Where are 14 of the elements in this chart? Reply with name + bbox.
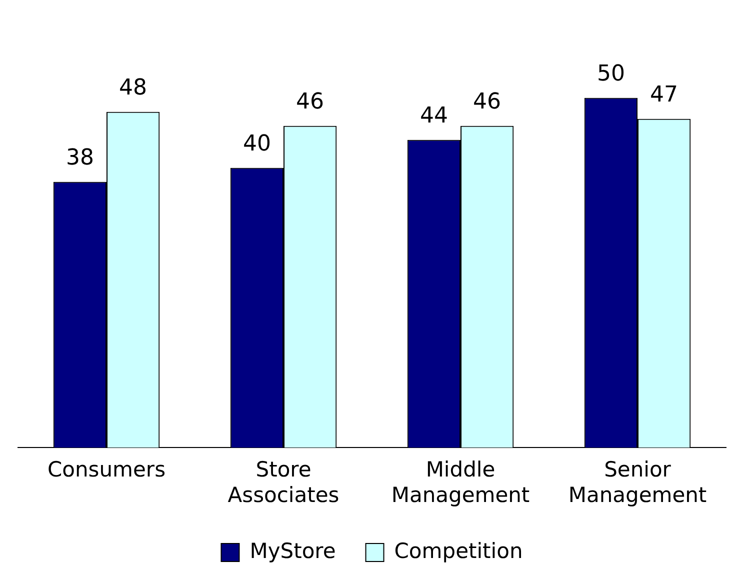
data-label: 46 bbox=[473, 90, 502, 115]
x-tick-label: Consumers bbox=[47, 458, 166, 482]
x-tick-label: Middle Management bbox=[391, 458, 530, 507]
legend-label: MyStore bbox=[250, 538, 336, 563]
data-label: 38 bbox=[66, 146, 94, 171]
data-label: 44 bbox=[420, 104, 448, 129]
data-label: 50 bbox=[596, 62, 625, 87]
data-label: 40 bbox=[242, 132, 271, 157]
legend-label: Competition bbox=[394, 538, 523, 563]
data-label: 48 bbox=[119, 76, 148, 101]
data-label: 46 bbox=[296, 90, 324, 115]
data-label: 47 bbox=[650, 82, 678, 108]
x-tick-label: Store Associates bbox=[228, 458, 340, 507]
x-tick-label: Senior Management bbox=[568, 458, 707, 507]
